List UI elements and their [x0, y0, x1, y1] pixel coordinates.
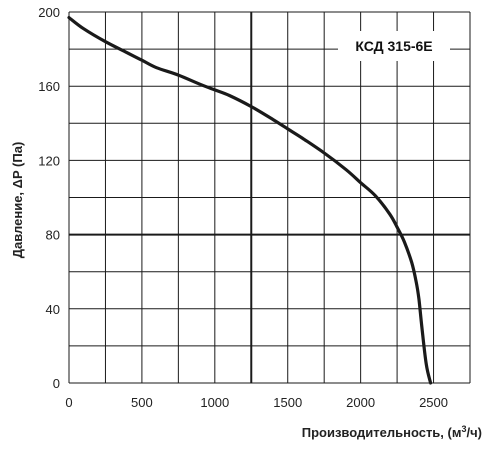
- series: [67, 16, 433, 385]
- x-tick-label: 1000: [200, 395, 229, 410]
- y-tick-label: 80: [46, 228, 60, 243]
- x-tick-label: 2000: [346, 395, 375, 410]
- model-label: КСД 315-6E: [355, 38, 432, 54]
- x-axis-label-main: Производительность, (м: [302, 425, 462, 440]
- x-axis-label-end: /ч): [467, 425, 483, 440]
- y-tick-label: 160: [38, 79, 60, 94]
- y-tick-label: 40: [46, 302, 60, 317]
- x-tick-label: 0: [65, 395, 72, 410]
- x-tick-label: 1500: [273, 395, 302, 410]
- tick-labels: 0 500 1000 1500 2000 2500 0 40 80 120 160 200: [38, 5, 448, 410]
- x-tick-label: 500: [131, 395, 153, 410]
- series-line: [67, 16, 433, 385]
- y-axis-label: Давление, ΔP (Па): [10, 142, 25, 259]
- y-tick-label: 0: [53, 376, 60, 391]
- y-tick-label: 120: [38, 153, 60, 168]
- y-tick-label: 200: [38, 5, 60, 20]
- x-axis-label-superscript: 3: [461, 424, 466, 434]
- x-axis-label: Производительность, (м3/ч): [302, 424, 482, 440]
- grid: [68, 11, 471, 384]
- model-label-box: [338, 31, 450, 61]
- x-tick-label: 2500: [419, 395, 448, 410]
